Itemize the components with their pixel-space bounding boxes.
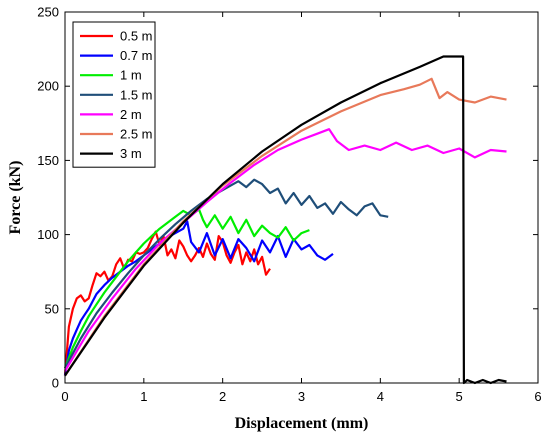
x-tick-label-3: 3 [298,389,305,404]
legend-label-1: 0.7 m [120,48,153,63]
y-tick-label-4: 200 [37,79,59,94]
x-tick-label-5: 5 [456,389,463,404]
x-tick-label-2: 2 [219,389,226,404]
legend-label-5: 2.5 m [120,127,153,142]
legend-label-4: 2 m [120,107,142,122]
series-line-1 [63,220,334,376]
y-tick-label-1: 50 [45,301,59,316]
legend: 0.5 m 0.7 m 1 m 1.5 m 2 m 2.5 m 3 m [72,21,156,168]
x-tick-label-1: 1 [140,389,147,404]
series-layer [63,55,507,385]
ticks-layer: 0 1 2 3 4 5 6 0 50 100 150 200 250 [37,5,541,405]
y-tick-label-3: 150 [37,153,59,168]
x-axis-title: Displacement (mm) [235,415,369,432]
series-line-6 [64,55,507,385]
y-axis-title: Force (kN) [7,161,24,235]
series-line-3 [64,178,389,369]
y-tick-label-0: 0 [52,376,59,391]
x-tick-label-6: 6 [534,389,541,404]
legend-label-6: 3 m [120,146,142,161]
legend-label-2: 1 m [120,68,142,83]
y-tick-label-2: 100 [37,227,59,242]
legend-label-0: 0.5 m [120,29,153,44]
x-tick-label-0: 0 [61,389,68,404]
legend-label-3: 1.5 m [120,87,153,102]
series-line-4 [64,128,507,372]
y-tick-label-5: 250 [37,5,59,20]
x-tick-label-4: 4 [377,389,384,404]
series-line-0 [63,230,271,376]
